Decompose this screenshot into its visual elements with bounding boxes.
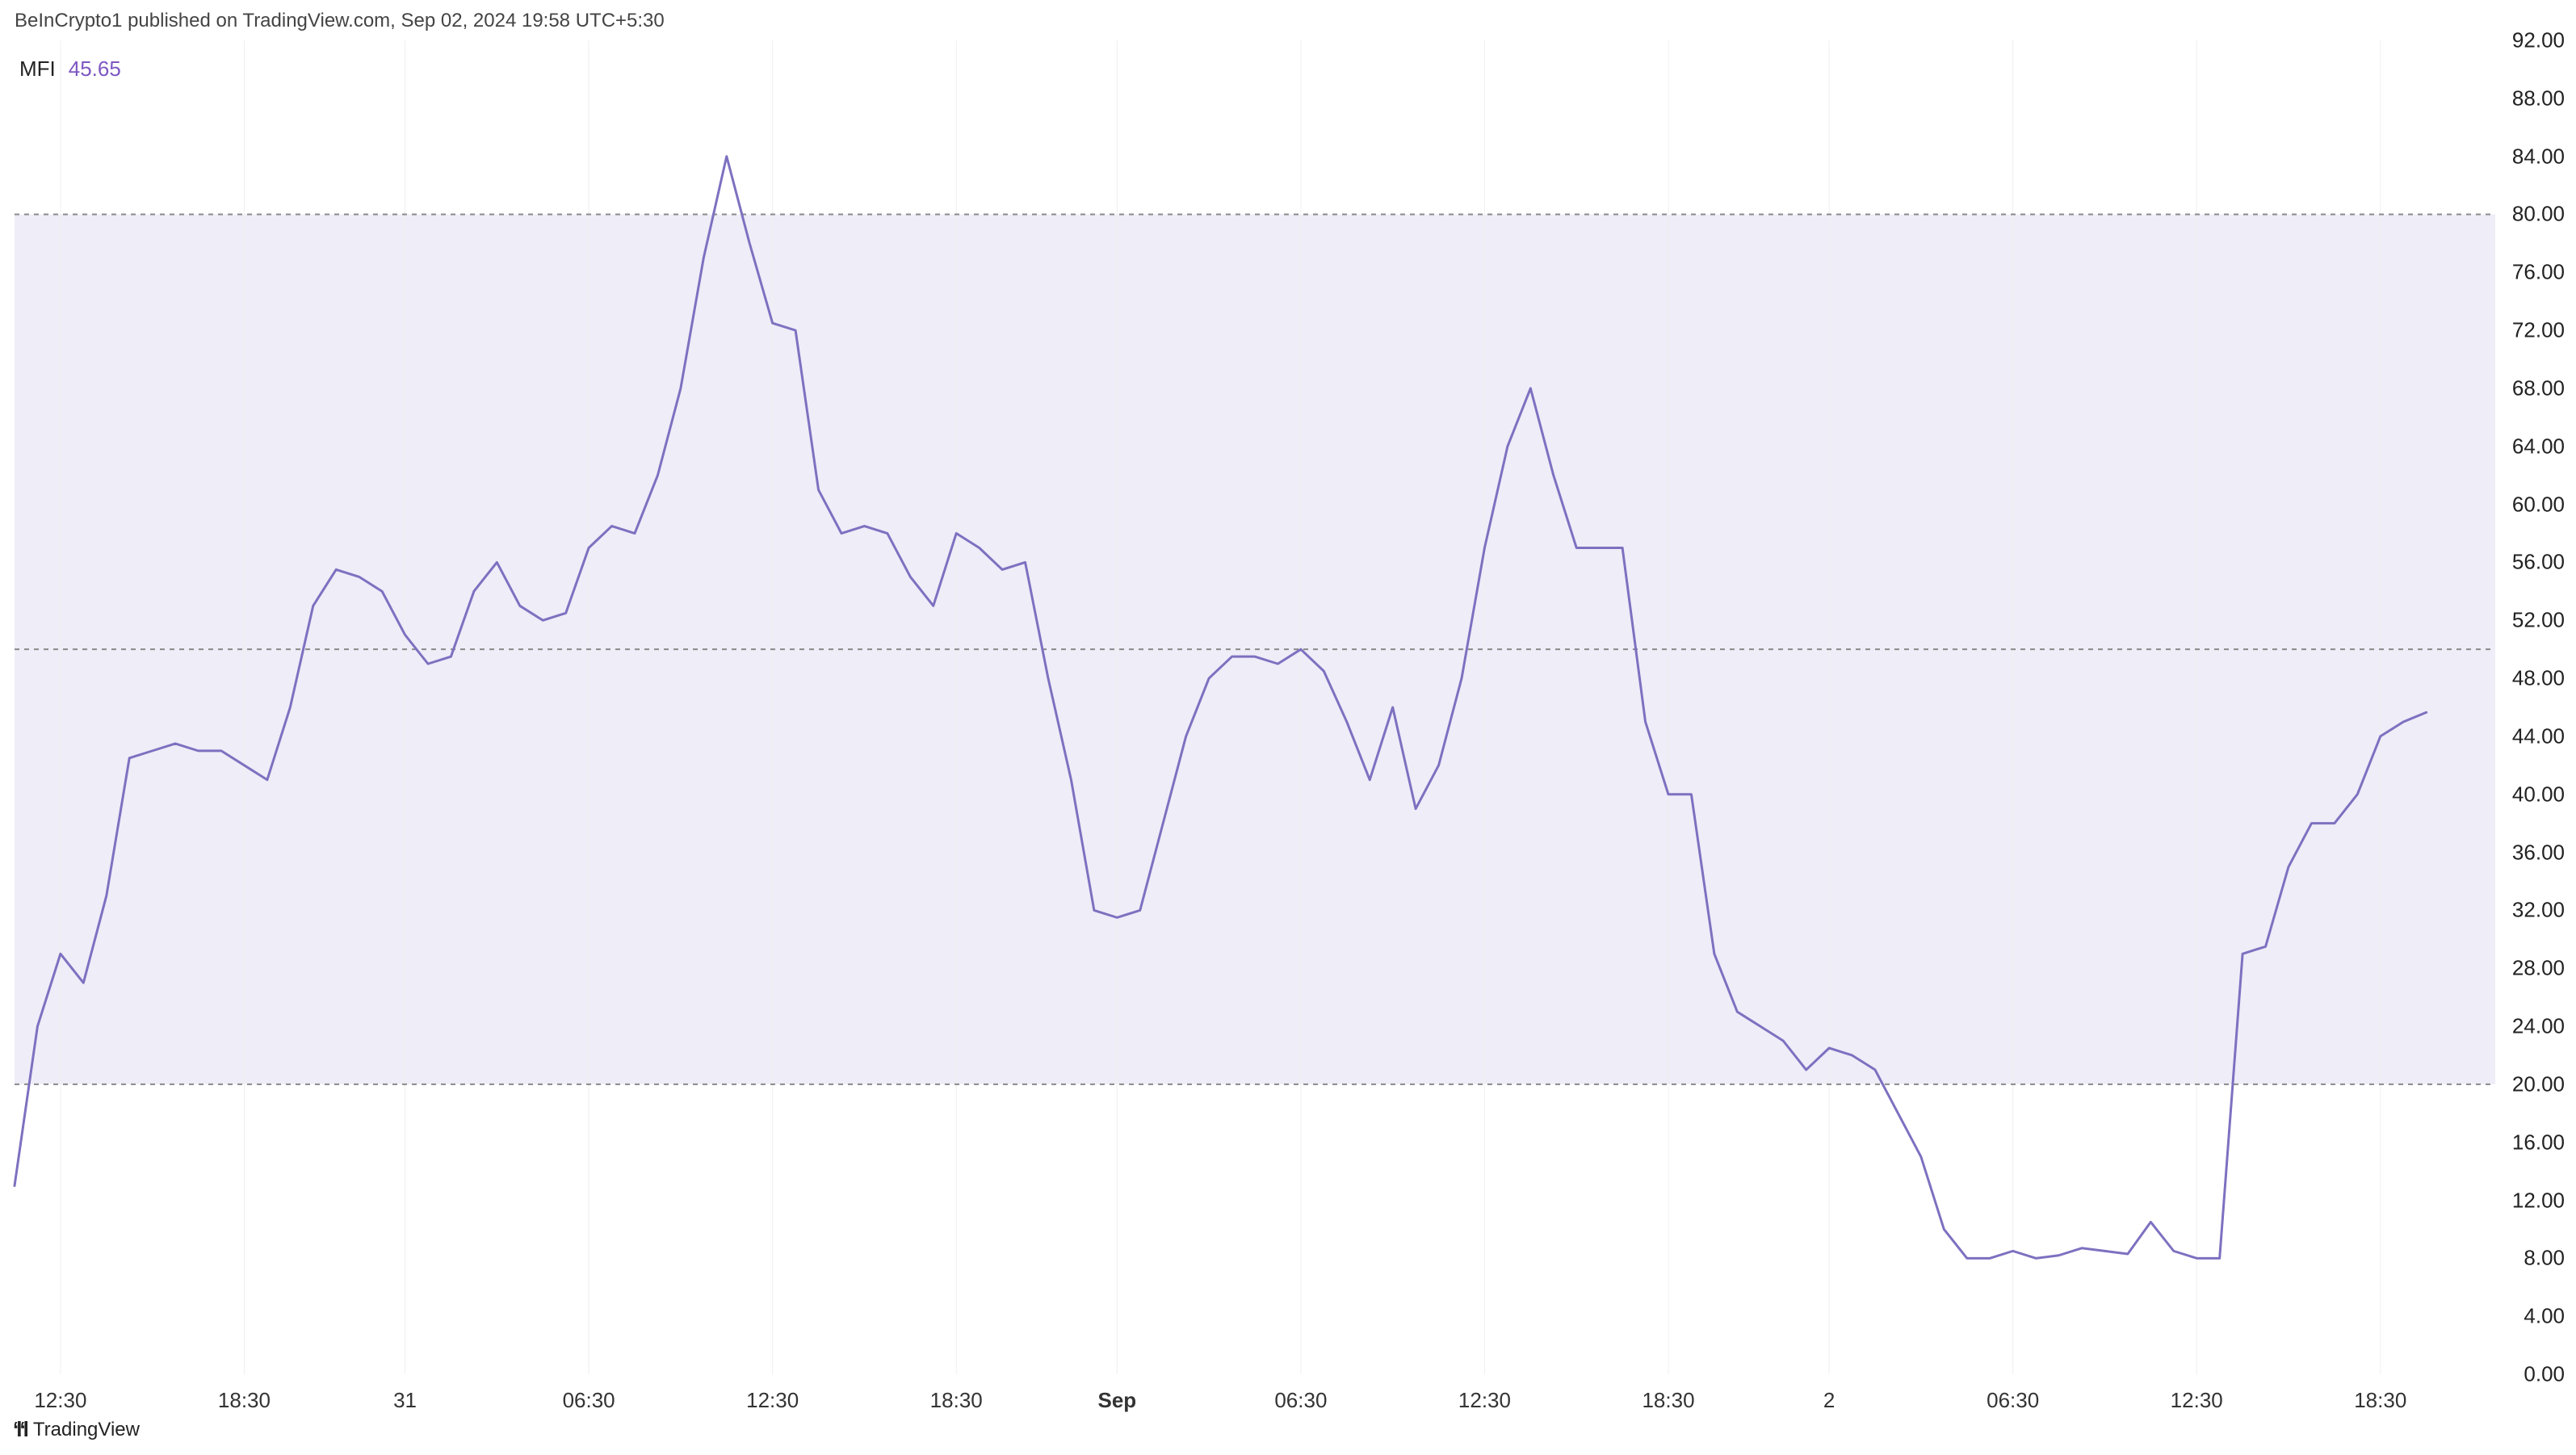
y-axis-tick: 44.00	[2512, 723, 2565, 748]
y-axis-tick: 72.00	[2512, 318, 2565, 343]
y-axis-tick: 48.00	[2512, 666, 2565, 691]
x-axis-tick: 31	[393, 1388, 417, 1413]
y-axis-tick: 24.00	[2512, 1014, 2565, 1039]
y-axis-tick: 40.00	[2512, 782, 2565, 807]
tradingview-text: TradingView	[33, 1419, 140, 1441]
x-axis-tick: 18:30	[1642, 1388, 1694, 1413]
x-axis-tick: Sep	[1097, 1388, 1136, 1413]
y-axis-tick: 8.00	[2524, 1246, 2565, 1271]
y-axis-tick: 64.00	[2512, 434, 2565, 459]
y-axis-tick: 28.00	[2512, 956, 2565, 981]
x-axis-tick: 12:30	[746, 1388, 799, 1413]
y-axis-tick: 76.00	[2512, 260, 2565, 285]
x-axis-tick: 2	[1823, 1388, 1835, 1413]
chart-svg[interactable]	[0, 0, 2576, 1455]
y-axis-tick: 52.00	[2512, 608, 2565, 633]
y-axis-tick: 4.00	[2524, 1304, 2565, 1329]
y-axis-tick: 80.00	[2512, 202, 2565, 227]
y-axis-tick: 56.00	[2512, 550, 2565, 575]
y-axis-tick: 32.00	[2512, 898, 2565, 923]
y-axis-tick: 60.00	[2512, 492, 2565, 517]
footer-attribution: ‘l‘l TradingView	[13, 1417, 140, 1442]
y-axis-tick: 12.00	[2512, 1188, 2565, 1213]
x-axis-tick: 06:30	[1987, 1388, 2039, 1413]
y-axis-tick: 0.00	[2524, 1362, 2565, 1387]
y-axis-tick: 88.00	[2512, 86, 2565, 111]
y-axis-tick: 16.00	[2512, 1130, 2565, 1155]
x-axis-tick: 18:30	[930, 1388, 983, 1413]
x-axis-tick: 12:30	[2171, 1388, 2223, 1413]
x-axis-tick: 06:30	[1274, 1388, 1327, 1413]
y-axis-tick: 36.00	[2512, 840, 2565, 865]
x-axis-tick: 18:30	[218, 1388, 271, 1413]
x-axis-tick: 12:30	[34, 1388, 86, 1413]
y-axis-tick: 20.00	[2512, 1071, 2565, 1096]
x-axis-tick: 18:30	[2354, 1388, 2406, 1413]
x-axis-tick: 12:30	[1458, 1388, 1511, 1413]
y-axis-tick: 92.00	[2512, 28, 2565, 53]
tradingview-logo-icon: ‘l‘l	[13, 1417, 27, 1442]
y-axis-tick: 68.00	[2512, 375, 2565, 400]
x-axis-tick: 06:30	[563, 1388, 615, 1413]
y-axis-tick: 84.00	[2512, 144, 2565, 169]
